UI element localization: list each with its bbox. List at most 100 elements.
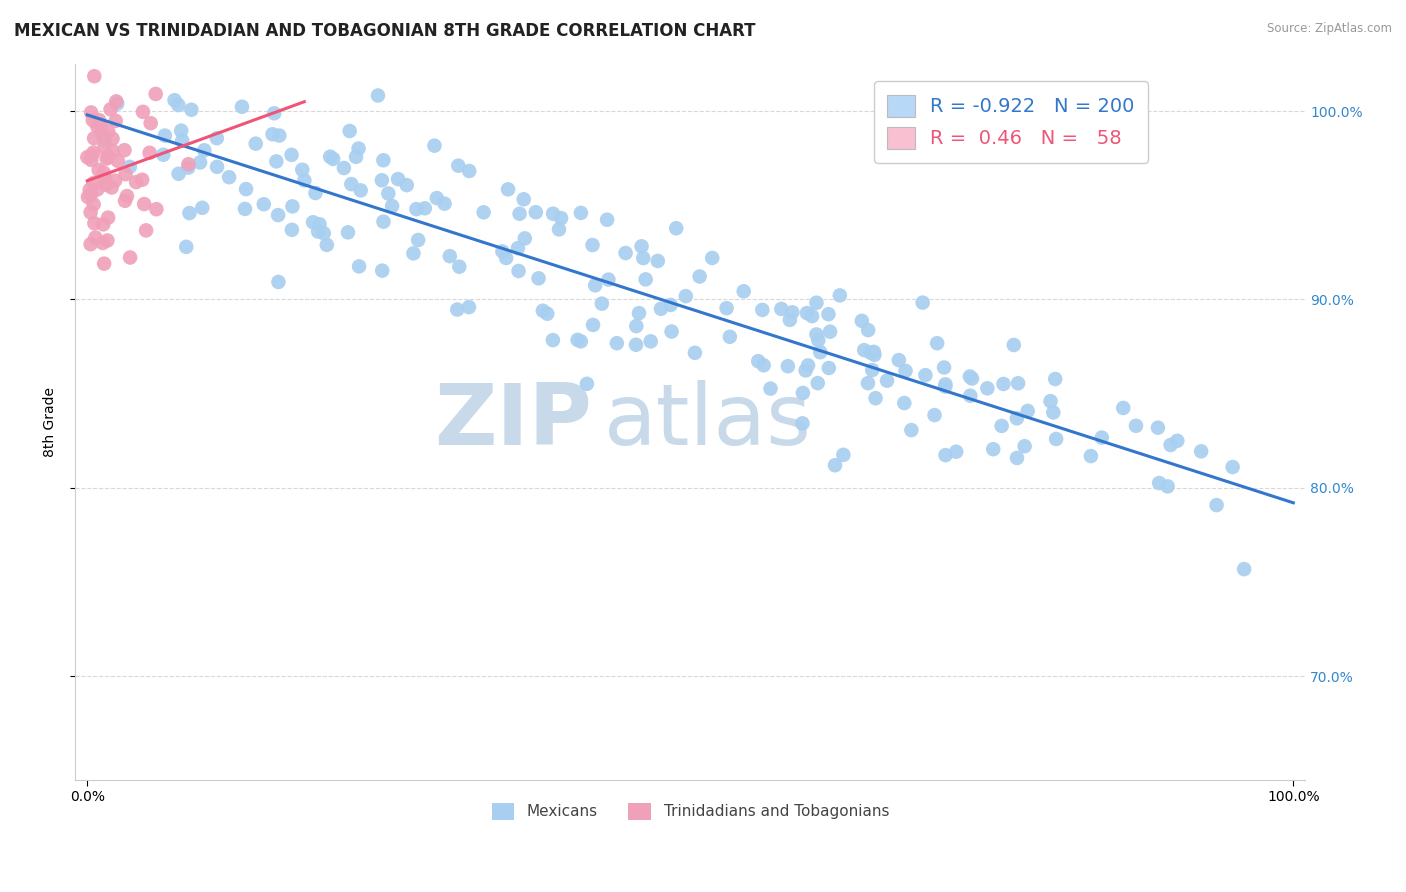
Point xyxy=(1042,405,1064,419)
Point xyxy=(458,300,481,314)
Point xyxy=(191,201,214,215)
Point xyxy=(177,161,200,175)
Point xyxy=(93,257,115,271)
Point xyxy=(134,197,156,211)
Point xyxy=(531,303,554,318)
Point xyxy=(281,199,304,213)
Point xyxy=(945,444,967,458)
Point xyxy=(976,381,998,395)
Point xyxy=(614,246,637,260)
Point xyxy=(659,298,682,312)
Point xyxy=(266,154,288,169)
Point xyxy=(863,348,886,362)
Point xyxy=(131,173,153,187)
Point xyxy=(304,186,326,200)
Point xyxy=(373,153,395,168)
Point xyxy=(80,153,103,167)
Point xyxy=(262,128,284,142)
Point xyxy=(83,176,105,190)
Point xyxy=(751,302,773,317)
Point xyxy=(569,206,592,220)
Point xyxy=(776,359,799,374)
Point xyxy=(817,361,839,376)
Point xyxy=(806,327,828,342)
Text: MEXICAN VS TRINIDADIAN AND TOBAGONIAN 8TH GRADE CORRELATION CHART: MEXICAN VS TRINIDADIAN AND TOBAGONIAN 8T… xyxy=(14,22,755,40)
Point xyxy=(80,148,103,162)
Point xyxy=(472,205,495,219)
Point xyxy=(865,391,887,405)
Point xyxy=(91,218,114,232)
Point xyxy=(93,140,115,154)
Point xyxy=(205,131,228,145)
Point xyxy=(83,197,105,211)
Point xyxy=(177,157,200,171)
Point xyxy=(675,289,697,303)
Point xyxy=(350,183,373,197)
Point xyxy=(205,160,228,174)
Point xyxy=(377,186,399,201)
Point xyxy=(797,359,820,373)
Point xyxy=(851,314,873,328)
Point xyxy=(808,345,831,359)
Point xyxy=(770,301,793,316)
Point xyxy=(152,147,174,161)
Point xyxy=(887,353,910,368)
Point xyxy=(180,103,202,117)
Point xyxy=(1189,444,1212,458)
Point xyxy=(433,196,456,211)
Point xyxy=(626,319,648,334)
Point xyxy=(1007,376,1029,391)
Point xyxy=(1017,404,1039,418)
Point xyxy=(1125,418,1147,433)
Point xyxy=(218,170,240,185)
Point xyxy=(172,134,194,148)
Point xyxy=(87,163,110,178)
Point xyxy=(77,190,100,204)
Point xyxy=(550,211,572,226)
Point xyxy=(661,325,683,339)
Point xyxy=(1045,432,1067,446)
Point xyxy=(633,251,655,265)
Point xyxy=(94,170,117,185)
Point xyxy=(716,301,738,316)
Point xyxy=(863,344,886,359)
Point xyxy=(914,368,936,383)
Point xyxy=(105,96,128,111)
Point xyxy=(281,223,304,237)
Point xyxy=(170,123,193,137)
Point xyxy=(344,150,367,164)
Point xyxy=(1166,434,1188,448)
Point xyxy=(792,386,814,401)
Point xyxy=(491,244,513,259)
Point xyxy=(569,334,592,349)
Point xyxy=(959,389,981,403)
Point xyxy=(541,333,564,347)
Point xyxy=(513,231,536,245)
Point xyxy=(87,113,110,128)
Point xyxy=(340,177,363,191)
Point xyxy=(536,307,558,321)
Point xyxy=(245,136,267,151)
Point xyxy=(458,164,481,178)
Point xyxy=(1039,394,1062,409)
Point xyxy=(1014,439,1036,453)
Point xyxy=(235,182,257,196)
Point xyxy=(894,364,917,378)
Point xyxy=(322,152,344,166)
Point xyxy=(650,301,672,316)
Point xyxy=(779,313,801,327)
Point xyxy=(83,216,105,230)
Y-axis label: 8th Grade: 8th Grade xyxy=(44,387,58,457)
Point xyxy=(1205,498,1227,512)
Point xyxy=(718,330,741,344)
Point xyxy=(292,173,315,187)
Point xyxy=(315,238,337,252)
Point xyxy=(233,202,256,216)
Point xyxy=(97,211,120,225)
Point xyxy=(582,318,605,332)
Point xyxy=(336,225,359,239)
Point xyxy=(280,148,302,162)
Point xyxy=(1005,411,1028,425)
Text: Source: ZipAtlas.com: Source: ZipAtlas.com xyxy=(1267,22,1392,36)
Point xyxy=(801,309,824,323)
